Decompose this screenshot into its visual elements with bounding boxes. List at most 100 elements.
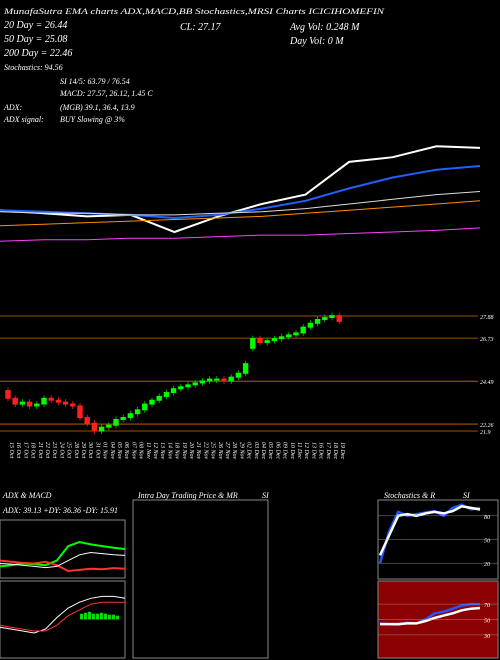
candle <box>149 399 155 405</box>
candle <box>98 426 105 432</box>
histogram-bar <box>80 613 83 620</box>
x-tick-label: 19 Nov <box>181 442 187 460</box>
candle <box>26 401 33 407</box>
x-tick-label: 13 Dec <box>310 442 316 459</box>
x-tick-label: 18 Oct <box>30 442 36 458</box>
candle <box>106 424 112 428</box>
series-line <box>0 559 126 573</box>
x-tick-label: 21 Oct <box>37 442 43 458</box>
candle <box>293 332 299 336</box>
candle <box>242 363 249 374</box>
x-tick-label: 29 Nov <box>238 442 244 460</box>
close-label: CL: 27.17 <box>180 22 222 33</box>
x-tick-label: 03 Dec <box>253 442 259 459</box>
series-line <box>0 540 126 568</box>
x-tick-label: 18 Dec <box>332 442 338 459</box>
intraday-panel <box>132 499 269 659</box>
candle <box>206 378 213 382</box>
candle <box>34 403 40 407</box>
x-tick-label: 13 Nov <box>159 442 165 460</box>
x-tick-label: 12 Dec <box>303 442 309 459</box>
candle <box>250 338 256 349</box>
info-text: 200 Day = 22.46 <box>4 48 72 59</box>
candle <box>178 386 184 390</box>
x-tick-label: 15 Oct <box>8 442 14 458</box>
x-tick-label: 31 Oct <box>94 441 100 458</box>
candle <box>329 315 335 319</box>
x-tick-label: 28 Nov <box>231 442 237 460</box>
candle <box>142 403 148 411</box>
candle <box>185 384 191 388</box>
info-text: ADX signal: <box>3 115 44 124</box>
candle <box>314 318 321 324</box>
x-tick-label: 01 Nov <box>102 442 108 460</box>
candle <box>214 378 220 381</box>
stoch-title2: SI <box>463 491 470 500</box>
info-text: SI 14/5: 63.79 / 76.54 <box>60 77 130 86</box>
candle <box>199 380 206 384</box>
candle <box>221 378 227 382</box>
candle <box>134 409 141 415</box>
y-tick-label: 24.49 <box>480 379 494 386</box>
x-tick-label: 28 Oct <box>73 442 79 458</box>
macd-panel <box>0 580 126 659</box>
histogram-bar <box>116 615 119 620</box>
candle <box>41 397 47 405</box>
x-tick-label: 17 Dec <box>325 442 331 459</box>
candle <box>170 388 177 394</box>
x-tick-label: 07 Nov <box>130 442 136 460</box>
x-tick-label: 10 Dec <box>289 442 295 459</box>
candle <box>322 317 328 320</box>
candle <box>120 417 126 420</box>
y-tick-label: 22.26 <box>480 423 494 429</box>
x-tick-label: 24 Oct <box>58 442 65 458</box>
x-tick-label: 29 Oct <box>80 442 86 458</box>
info-text: 20 Day = 26.44 <box>4 20 67 31</box>
histogram-bar <box>88 611 91 620</box>
histogram-bar <box>108 614 111 620</box>
series-line <box>0 601 125 632</box>
x-tick-label: 12 Nov <box>152 442 158 460</box>
candle <box>12 397 18 405</box>
candle <box>55 399 62 403</box>
candle <box>19 401 26 405</box>
x-tick-label: 30 Oct <box>87 441 93 458</box>
x-tick-label: 14 Nov <box>166 442 173 460</box>
series-line <box>0 200 481 227</box>
candle <box>163 392 170 397</box>
candle <box>113 418 119 426</box>
y-tick-label: 27.88 <box>480 315 494 321</box>
x-tick-label: 08 Nov <box>138 442 144 460</box>
series-line <box>0 595 126 634</box>
candle <box>307 322 314 328</box>
x-tick-label: 16 Dec <box>318 442 324 459</box>
candle <box>77 405 83 419</box>
candle <box>5 390 11 399</box>
x-tick-label: 18 Nov <box>174 442 180 460</box>
info-text: BUY Slowing @ 3% <box>60 115 125 124</box>
info-text: MACD: 27.57, 26.12, 1.45 C <box>59 89 153 98</box>
y-tick-label: 26.73 <box>480 337 494 343</box>
y-tick-label: 20 <box>484 562 490 568</box>
x-tick-label: 23 Oct <box>51 442 57 458</box>
info-text: Stochastics: 94.56 <box>4 63 63 72</box>
x-tick-label: 09 Dec <box>282 442 288 459</box>
candle <box>192 382 198 386</box>
series-line <box>378 504 481 556</box>
histogram-bar <box>112 614 115 620</box>
x-tick-label: 05 Dec <box>267 442 273 459</box>
info-text: ADX: <box>3 103 23 112</box>
candle <box>48 397 54 401</box>
candle <box>278 336 285 340</box>
x-tick-label: 06 Nov <box>123 442 129 460</box>
histogram-bar <box>92 613 95 620</box>
histogram-bar <box>96 613 99 620</box>
x-tick-label: 04 Dec <box>260 442 267 459</box>
series-line <box>0 551 126 569</box>
candle <box>286 334 292 338</box>
candle <box>70 403 76 407</box>
series-line <box>0 145 481 234</box>
stoch-title: Stochastics & R <box>384 491 435 500</box>
x-tick-label: 20 Nov <box>188 442 194 460</box>
